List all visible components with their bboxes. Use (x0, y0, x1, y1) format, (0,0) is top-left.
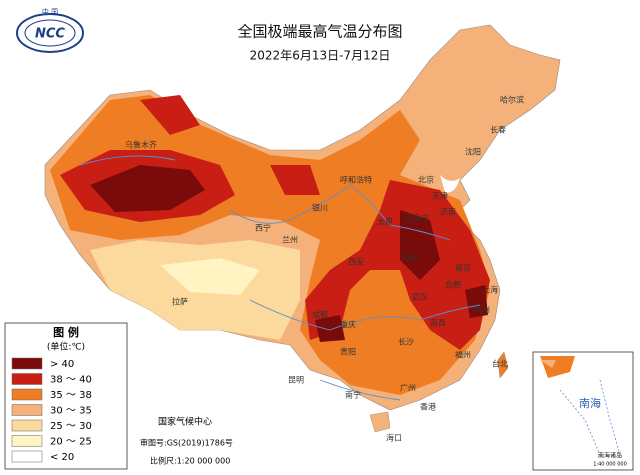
city-label: 海口 (386, 433, 402, 443)
city-label: 成都 (312, 310, 328, 320)
legend-swatch (11, 419, 43, 432)
city-label: 南宁 (345, 390, 361, 400)
inset-islands: 南海诸岛 (598, 452, 622, 460)
city-label: 武汉 (412, 292, 428, 302)
inset-scale: 1:40 000 000 (593, 462, 627, 468)
legend-label: 25 ～ 30 (50, 421, 92, 432)
city-label: 郑州 (402, 253, 418, 263)
region (160, 258, 260, 295)
legend-label: 35 ～ 38 (50, 390, 92, 401)
region (315, 315, 345, 342)
region (400, 210, 440, 280)
footer-scale: 比例尺:1:20 000 000 (150, 456, 230, 466)
footer-approval: 审图号:GS(2019)1786号 (140, 438, 233, 448)
region (540, 360, 556, 368)
legend-swatch (11, 435, 43, 447)
legend-swatch (11, 450, 43, 463)
city-label: 贵阳 (340, 347, 356, 357)
region (90, 165, 205, 212)
city-label: 香港 (420, 402, 436, 412)
city-labels: 乌鲁木齐 西宁 拉萨 成都 重庆 郑州 石家庄 太原 济南 武汉 长沙 南昌 合… (125, 95, 524, 443)
logo-text: NCC (35, 27, 65, 42)
title: 全国极端最高气温分布图 (237, 23, 402, 41)
legend-label: < 20 (50, 452, 74, 463)
inset-label: 南海 (579, 396, 601, 410)
legend: 图 例 (单位:℃) > 40 38 ～ 40 35 ～ 38 30 ～ 35 25 ～… (4, 322, 128, 470)
region (369, 411, 391, 433)
city-label: 天津 (432, 191, 448, 201)
logo-label: 中 国 (42, 7, 58, 16)
legend-swatch (11, 373, 43, 385)
legend-title: 图 例 (53, 325, 79, 339)
city-label: 南昌 (430, 318, 446, 328)
city-label: 昆明 (288, 376, 304, 385)
city-label: 长沙 (398, 337, 414, 347)
city-label: 沈阳 (465, 147, 481, 157)
city-label: 兰州 (282, 235, 298, 245)
city-label: 济南 (440, 207, 456, 217)
city-label: 银川 (312, 203, 328, 213)
city-label: 西安 (348, 257, 364, 267)
legend-label: 20 ～ 25 (50, 437, 92, 448)
city-label: 台北 (492, 359, 508, 369)
city-label: 乌鲁木齐 (125, 140, 157, 150)
legend-swatch (11, 388, 43, 401)
region (305, 180, 490, 350)
legend-label: > 40 (50, 359, 74, 370)
legend-swatch (11, 404, 43, 416)
city-label: 哈尔滨 (500, 95, 524, 105)
subtitle: 2022年6月13日-7月12日 (250, 49, 391, 63)
legend-swatch (11, 357, 43, 370)
city-label: 北京 (418, 175, 434, 185)
legend-unit: (单位:℃) (47, 341, 85, 353)
city-label: 上海 (482, 285, 498, 295)
legend-label: 38 ～ 40 (50, 375, 92, 386)
region (497, 351, 509, 379)
city-label: 拉萨 (172, 297, 188, 307)
footer-agency: 国家气候中心 (158, 416, 212, 428)
region (465, 285, 488, 318)
city-label: 太原 (377, 217, 393, 227)
city-label: 石家庄 (405, 213, 429, 223)
china-map (44, 24, 561, 433)
city-label: 重庆 (340, 320, 356, 330)
city-label: 南京 (455, 263, 471, 273)
region (140, 95, 200, 135)
city-label: 长春 (490, 125, 506, 135)
logo: NCC 中 国 (16, 7, 84, 53)
city-label: 西宁 (255, 223, 271, 233)
legend-label: 30 ～ 35 (50, 406, 92, 417)
city-label: 合肥 (445, 280, 461, 290)
region (270, 165, 320, 195)
city-label: 呼和浩特 (340, 175, 372, 185)
city-label: 福州 (455, 351, 471, 360)
south-sea-inset: 南海 南海诸岛 1:40 000 000 (532, 351, 634, 471)
city-label: 杭州 (474, 305, 490, 315)
city-label: 广州 (400, 383, 416, 393)
